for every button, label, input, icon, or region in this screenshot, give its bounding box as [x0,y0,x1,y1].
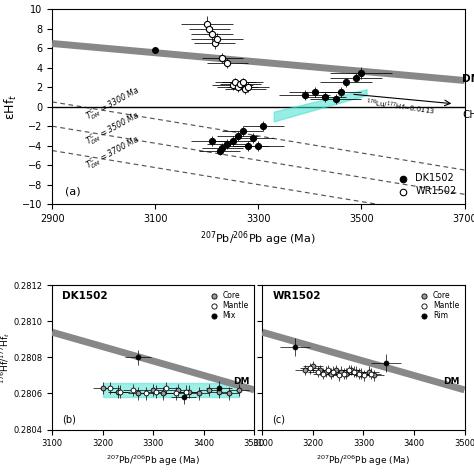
Text: $T^C_{DM}$ = 3500 Ma: $T^C_{DM}$ = 3500 Ma [83,108,143,149]
Text: DK1502: DK1502 [62,291,108,301]
Legend: DK1502, WR1502: DK1502, WR1502 [390,170,460,199]
Text: (c): (c) [273,414,285,424]
X-axis label: $^{207}$Pb/$^{206}$Pb age (Ma): $^{207}$Pb/$^{206}$Pb age (Ma) [201,229,316,248]
Y-axis label: εHf$_t$: εHf$_t$ [3,93,19,120]
Text: (b): (b) [62,414,76,424]
Text: $T^C_{DM}$ = 3700 Ma: $T^C_{DM}$ = 3700 Ma [83,132,143,173]
Y-axis label: $^{176}$Hf/$^{177}$Hf$_t$: $^{176}$Hf/$^{177}$Hf$_t$ [0,331,12,384]
Text: DM: DM [443,377,459,386]
X-axis label: $^{207}$Pb/$^{206}$Pb age (Ma): $^{207}$Pb/$^{206}$Pb age (Ma) [106,454,200,468]
Text: WR1502: WR1502 [273,291,321,301]
Legend: Core, Mantle, Mix: Core, Mantle, Mix [204,289,250,321]
X-axis label: $^{207}$Pb/$^{206}$Pb age (Ma): $^{207}$Pb/$^{206}$Pb age (Ma) [317,454,410,468]
Text: CHUR: CHUR [462,110,474,120]
Text: $T^C_{DM}$ = 3300 Ma: $T^C_{DM}$ = 3300 Ma [83,83,143,124]
Text: $^{176}$Lu/$^{177}$Hf=0.0113: $^{176}$Lu/$^{177}$Hf=0.0113 [365,97,435,118]
Text: (a): (a) [64,186,80,196]
Text: DM: DM [462,74,474,84]
Legend: Core, Mantle, Rim: Core, Mantle, Rim [415,289,461,321]
Text: DM: DM [233,377,249,386]
